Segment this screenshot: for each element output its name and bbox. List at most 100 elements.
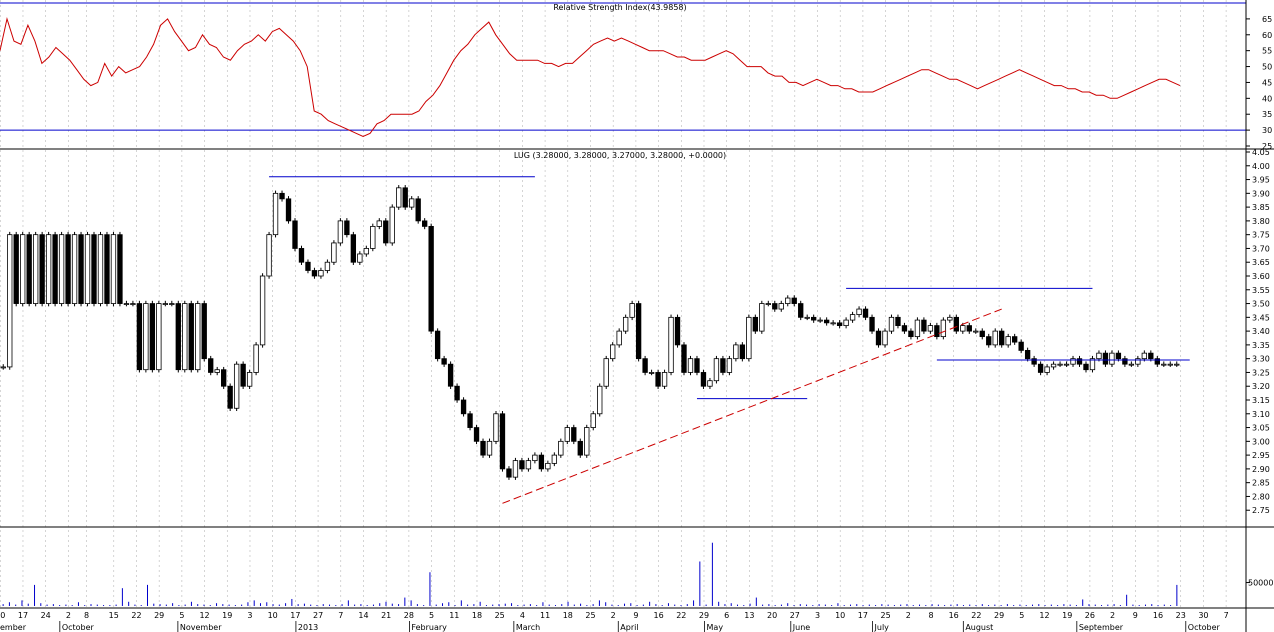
candle-body xyxy=(823,319,830,324)
candle-body xyxy=(759,303,765,332)
candle-body xyxy=(908,330,914,338)
candle-body xyxy=(370,225,376,249)
x-day-label: 16 xyxy=(949,611,959,620)
candle-body xyxy=(999,330,1005,346)
x-day-label: 27 xyxy=(313,611,323,620)
x-month-label: ember xyxy=(0,623,27,632)
x-day-label: 15 xyxy=(109,611,119,620)
candle-body xyxy=(123,303,130,305)
price-candles xyxy=(0,185,1180,480)
candle-body xyxy=(1063,363,1070,366)
volume-y-axis: 50000 xyxy=(1246,579,1273,588)
price-tick-label: 3.55 xyxy=(1252,286,1270,295)
price-tick-label: 2.80 xyxy=(1252,492,1270,501)
candle-body xyxy=(648,372,655,374)
candle-body xyxy=(843,319,849,327)
candle-body xyxy=(493,413,499,442)
x-month-label: March xyxy=(516,623,540,632)
candle-body xyxy=(525,460,532,470)
candle-body xyxy=(350,234,357,263)
x-day-label: 2 xyxy=(1110,611,1115,620)
candle-body xyxy=(26,234,32,304)
x-day-label: 21 xyxy=(381,611,391,620)
rsi-tick-label: 50 xyxy=(1262,63,1272,72)
candle-body xyxy=(104,234,110,304)
candle-body xyxy=(791,297,797,304)
candle-body xyxy=(1167,363,1173,366)
candle-body xyxy=(752,316,758,332)
candle-body xyxy=(460,399,467,415)
candle-body xyxy=(1102,352,1109,365)
candle-body xyxy=(986,336,992,346)
candle-body xyxy=(117,234,123,304)
candle-body xyxy=(532,454,538,462)
candle-body xyxy=(422,220,428,227)
candle-body xyxy=(713,358,720,382)
volume-bars xyxy=(2,542,1178,606)
x-month-label: August xyxy=(965,623,993,632)
candle-body xyxy=(1005,336,1011,346)
candle-body xyxy=(389,206,395,244)
candle-body xyxy=(473,427,480,442)
candle-body xyxy=(486,440,493,456)
x-month-label: 2013 xyxy=(298,623,318,632)
candle-body xyxy=(901,325,908,332)
candle-body xyxy=(1076,358,1083,365)
candle-body xyxy=(571,427,577,442)
x-axis-day-labels: 1017242815222951219310172771421285111825… xyxy=(0,611,1229,620)
candle-body xyxy=(214,369,220,373)
rsi-tick-label: 35 xyxy=(1262,110,1272,119)
price-tick-label: 2.95 xyxy=(1252,451,1270,460)
price-tick-label: 4.00 xyxy=(1252,162,1270,171)
candle-body xyxy=(765,303,771,305)
x-day-label: 24 xyxy=(41,611,51,620)
candle-body xyxy=(272,192,279,236)
candle-body xyxy=(804,316,810,319)
price-tick-label: 3.80 xyxy=(1252,217,1270,226)
candle-body xyxy=(32,234,39,304)
candle-body xyxy=(817,319,823,322)
candle-body xyxy=(182,303,188,371)
candle-body xyxy=(610,344,616,360)
price-title: LUG (3.28000, 3.28000, 3.27000, 3.28000,… xyxy=(514,151,726,160)
candle-body xyxy=(1018,341,1024,351)
candle-body xyxy=(0,366,6,369)
x-day-label: 5 xyxy=(1019,611,1024,620)
price-tick-label: 3.10 xyxy=(1252,410,1270,419)
candle-body xyxy=(577,440,583,456)
candle-body xyxy=(1135,358,1141,365)
x-day-label: 5 xyxy=(429,611,434,620)
candle-body xyxy=(454,385,460,401)
candle-body xyxy=(707,380,713,387)
candle-body xyxy=(71,234,78,304)
candle-body xyxy=(58,234,65,304)
x-month-label: October xyxy=(62,623,95,632)
x-day-label: 19 xyxy=(1062,611,1072,620)
candle-body xyxy=(331,242,337,263)
price-tick-label: 4.05 xyxy=(1252,148,1270,157)
candle-body xyxy=(1109,352,1115,365)
candle-body xyxy=(914,319,921,338)
candle-body xyxy=(856,308,862,315)
candle-body xyxy=(169,303,175,305)
candle-body xyxy=(467,413,473,428)
candle-body xyxy=(1012,336,1018,343)
candle-body xyxy=(720,358,726,373)
candle-body xyxy=(110,234,117,304)
candle-body xyxy=(208,358,214,373)
candle-body xyxy=(979,330,985,338)
candle-body xyxy=(694,358,700,373)
candle-body xyxy=(629,303,635,318)
candle-body xyxy=(830,322,836,325)
candle-body xyxy=(700,372,707,387)
x-day-label: 25 xyxy=(495,611,505,620)
x-day-label: 7 xyxy=(1224,611,1229,620)
candle-body xyxy=(1044,366,1050,373)
candle-body xyxy=(318,270,324,277)
candle-body xyxy=(357,253,363,263)
x-day-label: 27 xyxy=(790,611,800,620)
candle-body xyxy=(927,325,934,332)
x-month-label: September xyxy=(1079,623,1124,632)
candle-body xyxy=(778,303,784,310)
